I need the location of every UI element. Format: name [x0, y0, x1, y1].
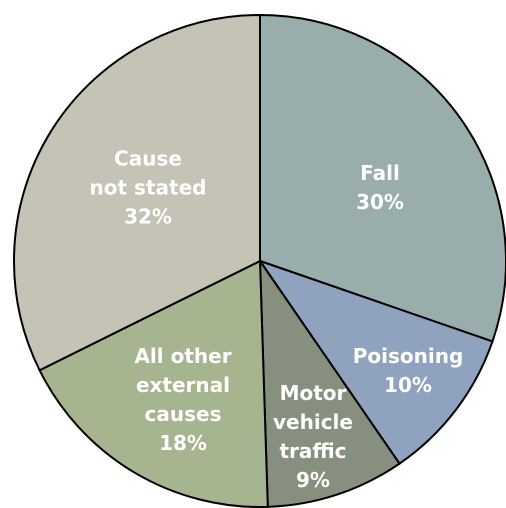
slice-name: Cause not stated — [89, 146, 207, 200]
pie-slice — [258, 257, 401, 508]
pie-slice — [38, 259, 269, 508]
slice-name: Fall — [360, 161, 400, 185]
pie-slice — [259, 13, 506, 343]
slice-value: 9% — [296, 468, 330, 492]
slice-label: All other external causes 18% — [134, 342, 231, 458]
slice-value: 10% — [384, 373, 432, 397]
slice-label: Cause not stated 32% — [90, 145, 207, 232]
slice-name: Poisoning — [352, 344, 464, 368]
slice-value: 30% — [356, 190, 404, 214]
pie-slice — [257, 259, 494, 466]
slice-value: 18% — [159, 431, 207, 455]
slice-name: Motor vehicle traffic — [273, 381, 353, 463]
slice-label: Fall 30% — [356, 159, 404, 217]
slice-name: All other external causes — [134, 344, 232, 426]
slice-label: Poisoning 10% — [353, 342, 464, 400]
pie-slice — [13, 13, 261, 372]
slice-value: 32% — [124, 204, 172, 229]
slice-label: Motor vehicle traffic 9% — [273, 379, 353, 495]
